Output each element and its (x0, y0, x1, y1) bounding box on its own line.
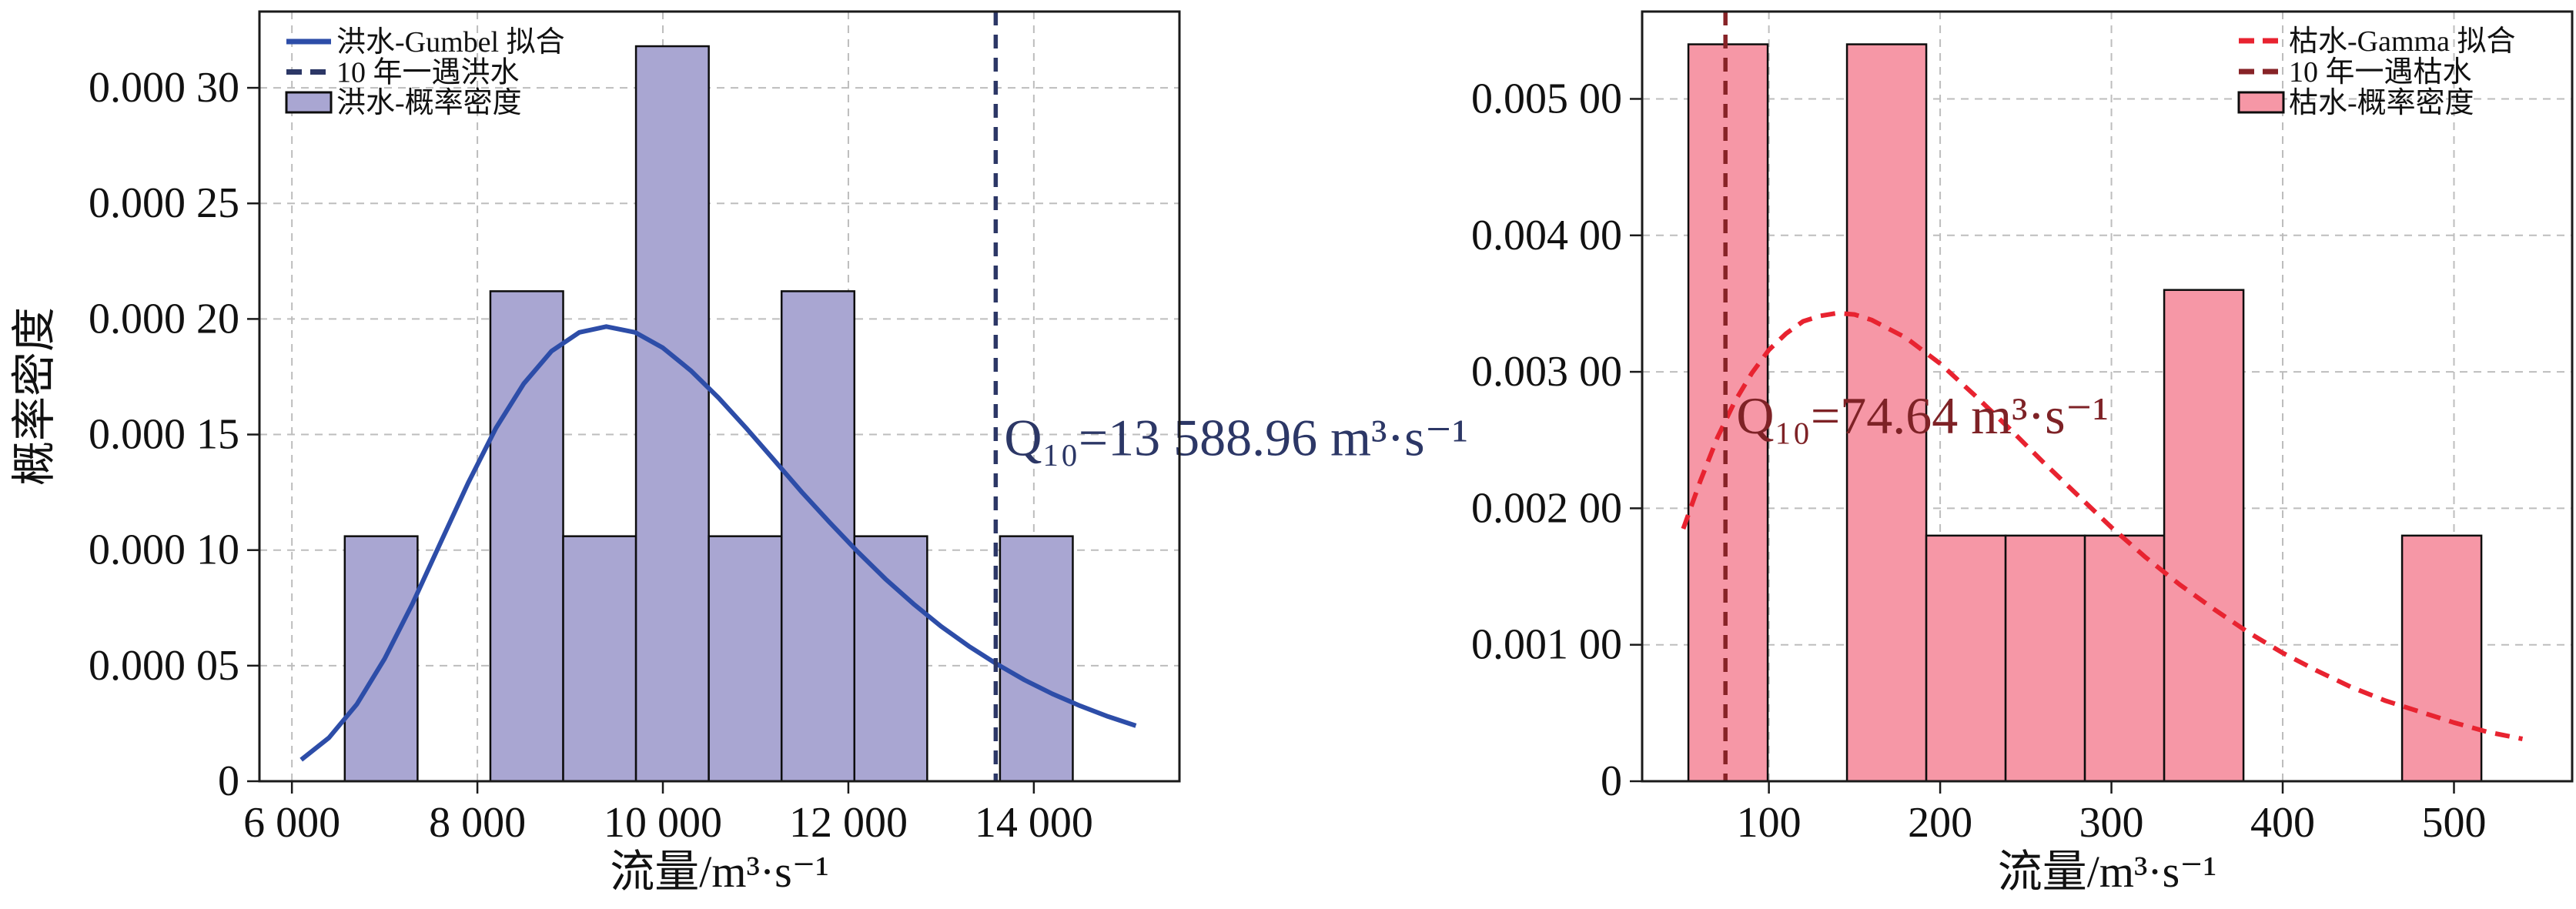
y-tick-label: 0.003 00 (1471, 348, 1622, 396)
y-tick-label: 0.002 00 (1471, 484, 1622, 532)
x-tick-label: 200 (1908, 799, 1972, 847)
drought-x-axis-title: 流量/m³·s⁻¹ (1998, 847, 2217, 897)
legend-label: 10 年一遇洪水 (336, 57, 520, 89)
histogram-bar (1845, 43, 1928, 783)
flood-x-axis-title: 流量/m³·s⁻¹ (610, 847, 829, 897)
histogram-bar (562, 535, 637, 783)
histogram-bar (999, 535, 1074, 783)
x-tick-label: 8 000 (429, 799, 526, 847)
legend-patch-swatch (2237, 91, 2285, 114)
x-tick-label: 12 000 (789, 799, 908, 847)
legend-label: 洪水-Gumbel 拟合 (336, 26, 565, 58)
x-tick-label: 6 000 (243, 799, 340, 847)
histogram-bar (853, 535, 928, 783)
x-tick-label: 300 (2079, 799, 2144, 847)
y-tick-label: 0.000 20 (89, 295, 239, 343)
x-tick-label: 14 000 (975, 799, 1093, 847)
x-tick-label: 10 000 (604, 799, 722, 847)
y-tick-label: 0 (1601, 757, 1622, 805)
histogram-bar (2163, 289, 2245, 783)
y-tick-label: 0.001 00 (1471, 621, 1622, 669)
flood-histogram (343, 45, 1074, 783)
y-tick-label: 0.000 05 (89, 642, 239, 690)
y-tick-label: 0.000 30 (89, 64, 239, 112)
histogram-bar (489, 290, 564, 783)
flood-q10-annotation: Q₁₀=13 588.96 m³·s⁻¹ (1004, 409, 1468, 467)
histogram-bar (708, 535, 783, 783)
drought-tick-labels: 100 200 300 400 500 0 0.001 00 0.002 00 0.003 00… (1471, 75, 2486, 847)
flood-tick-marks (247, 86, 1035, 794)
y-tick-label: 0.005 00 (1471, 75, 1622, 122)
histogram-bar (2083, 534, 2166, 783)
drought-subplot: Q₁₀=74.64 m³·s⁻¹ 100 200 300 400 500 0 0.001 00… (1471, 10, 2574, 897)
flood-plot-border (258, 10, 1181, 783)
flood-tick-labels: 6 000 8 000 10 000 12 000 14 000 0 0.000 05 0.0… (89, 64, 1093, 847)
x-tick-label: 100 (1737, 799, 1802, 847)
legend-label: 枯水-概率密度 (2289, 87, 2474, 119)
histogram-bar (2400, 534, 2483, 783)
legend-label: 10 年一遇枯水 (2289, 56, 2472, 89)
flood-subplot: Q₁₀=13 588.96 m³·s⁻¹ 6 000 8 000 10 000 12 0… (9, 10, 1468, 897)
x-tick-label: 400 (2250, 799, 2315, 847)
drought-plot-border (1641, 10, 2574, 783)
drought-histogram (1687, 43, 2483, 783)
legend-patch-swatch (285, 91, 333, 114)
y-tick-label: 0.000 10 (89, 526, 239, 574)
y-tick-label: 0.000 15 (89, 411, 239, 459)
histogram-bar (343, 535, 419, 783)
drought-tick-marks (1630, 98, 2455, 794)
flood-y-axis-title: 概率密度 (9, 307, 59, 486)
histogram-bar (634, 45, 710, 783)
drought-fit-curve (1681, 310, 2524, 741)
y-tick-label: 0.004 00 (1471, 212, 1622, 259)
x-tick-label: 500 (2421, 799, 2486, 847)
histogram-bar (2004, 534, 2086, 783)
drought-q10-annotation: Q₁₀=74.64 m³·s⁻¹ (1736, 386, 2109, 445)
histogram-bar (1925, 534, 2007, 783)
y-tick-label: 0.000 25 (89, 179, 239, 227)
legend-label: 洪水-概率密度 (336, 87, 522, 119)
legend-label: 枯水-Gamma 拟合 (2289, 25, 2515, 58)
y-tick-label: 0 (218, 757, 239, 805)
